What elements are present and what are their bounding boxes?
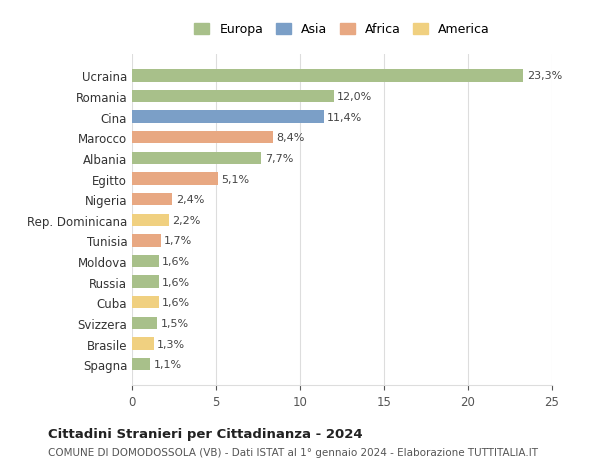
Bar [132, 235, 161, 247]
Text: 1,6%: 1,6% [162, 257, 190, 267]
Text: 1,5%: 1,5% [161, 318, 188, 328]
Text: 5,1%: 5,1% [221, 174, 249, 184]
Bar [132, 91, 334, 103]
Bar [132, 152, 262, 165]
Text: 1,3%: 1,3% [157, 339, 185, 349]
Bar [132, 317, 157, 330]
Text: 1,1%: 1,1% [154, 359, 182, 369]
Bar [132, 297, 159, 309]
Legend: Europa, Asia, Africa, America: Europa, Asia, Africa, America [190, 18, 494, 41]
Text: 1,7%: 1,7% [164, 236, 192, 246]
Text: 1,6%: 1,6% [162, 297, 190, 308]
Bar [132, 132, 273, 144]
Text: 2,2%: 2,2% [172, 215, 200, 225]
Text: 23,3%: 23,3% [527, 71, 562, 81]
Text: 1,6%: 1,6% [162, 277, 190, 287]
Bar [132, 358, 151, 370]
Bar [132, 111, 323, 123]
Text: 12,0%: 12,0% [337, 92, 372, 102]
Bar [132, 173, 218, 185]
Text: 8,4%: 8,4% [277, 133, 305, 143]
Bar [132, 276, 159, 288]
Bar [132, 70, 523, 83]
Bar [132, 255, 159, 268]
Text: 7,7%: 7,7% [265, 154, 293, 163]
Bar [132, 338, 154, 350]
Bar [132, 194, 172, 206]
Text: 2,4%: 2,4% [176, 195, 204, 205]
Text: 11,4%: 11,4% [327, 112, 362, 123]
Text: COMUNE DI DOMODOSSOLA (VB) - Dati ISTAT al 1° gennaio 2024 - Elaborazione TUTTIT: COMUNE DI DOMODOSSOLA (VB) - Dati ISTAT … [48, 448, 538, 458]
Text: Cittadini Stranieri per Cittadinanza - 2024: Cittadini Stranieri per Cittadinanza - 2… [48, 427, 362, 440]
Bar [132, 214, 169, 226]
